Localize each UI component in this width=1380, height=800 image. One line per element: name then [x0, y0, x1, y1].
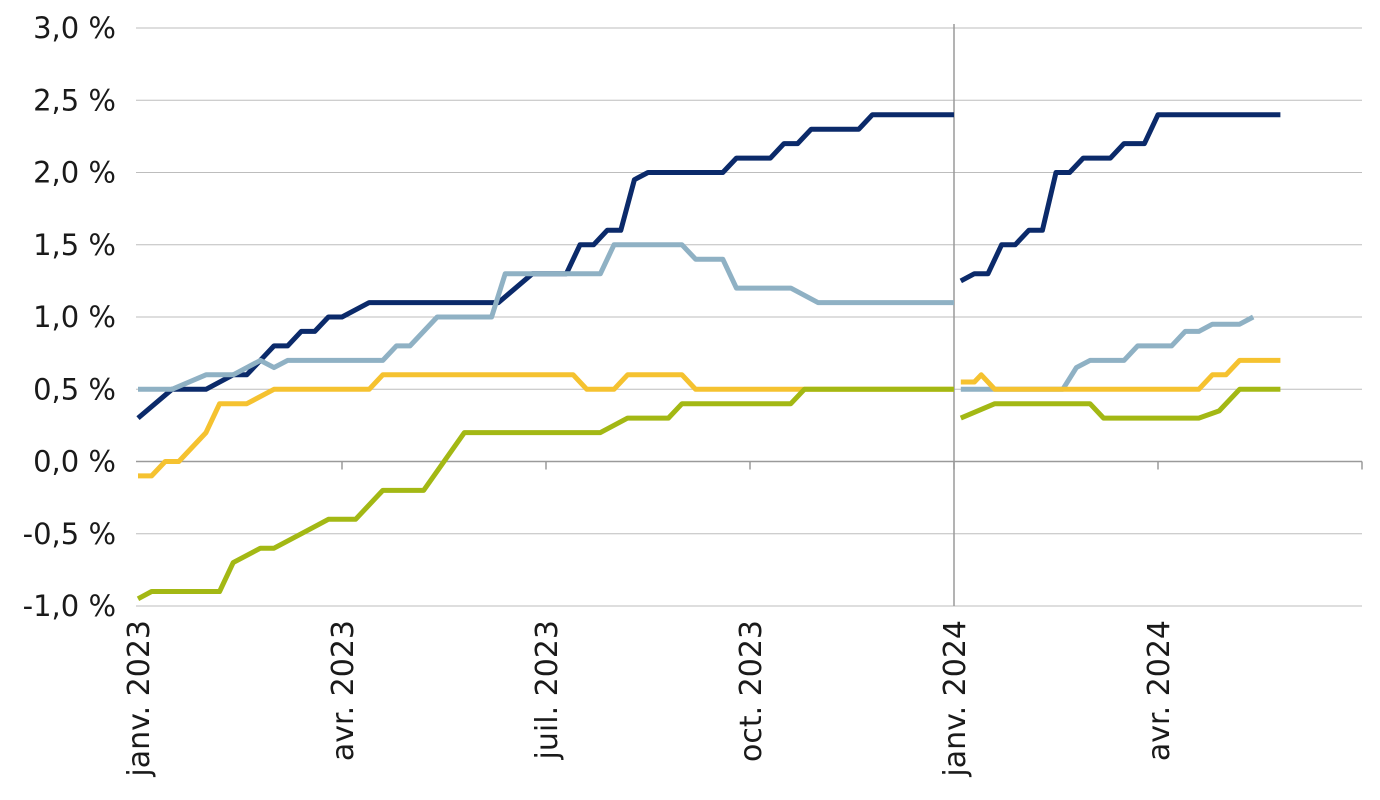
y-tick-label: 2,0 %: [33, 156, 116, 190]
y-tick-labels: -1,0 % -0,5 % 0,0 % 0,5 % 1,0 % 1,5 % 2,0 % 2,5…: [23, 11, 116, 623]
y-tick-label: 2,5 %: [33, 83, 116, 117]
series-1-line: [959, 112, 1281, 284]
series-lines: [136, 112, 1281, 602]
x-tick-label: janv. 2023: [122, 620, 157, 778]
x-tick-label: oct. 2023: [734, 620, 769, 762]
x-tick-labels: janv. 2023 avr. 2023 juil. 2023 oct. 2023 ja…: [122, 620, 1177, 778]
series-2-line: [138, 242, 954, 392]
series-1-line: [136, 112, 954, 421]
y-tick-label: -1,0 %: [23, 589, 116, 623]
axes: [136, 24, 1363, 606]
x-tick-label: janv. 2024: [938, 620, 973, 778]
y-tick-label: 3,0 %: [33, 11, 116, 45]
y-tick-label: 0,5 %: [33, 372, 116, 406]
series-4-line: [136, 386, 954, 602]
series-3-line: [960, 357, 1281, 392]
x-tick-label: avr. 2023: [326, 620, 361, 761]
series-4-line: [959, 386, 1281, 421]
series-3-line: [138, 372, 954, 479]
y-tick-label: 0,0 %: [33, 445, 116, 479]
x-tick-label: avr. 2024: [1142, 620, 1177, 761]
y-tick-label: 1,5 %: [33, 228, 116, 262]
x-tick-label: juil. 2023: [530, 620, 565, 760]
y-tick-label: -0,5 %: [23, 517, 116, 551]
series-2-line: [960, 314, 1255, 392]
y-tick-label: 1,0 %: [33, 300, 116, 334]
